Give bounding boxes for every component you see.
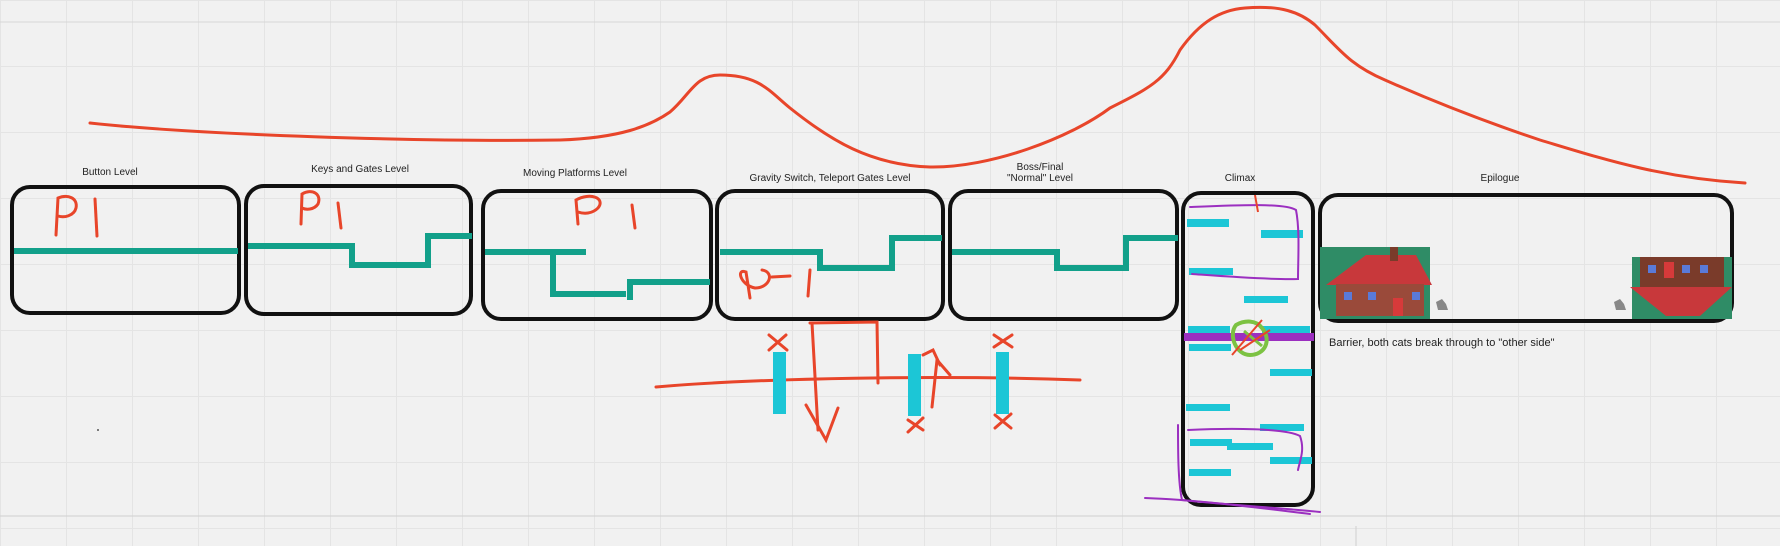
level-label-moving-platforms: Moving Platforms Level [523, 168, 627, 179]
barrier-note: Barrier, both cats break through to "oth… [1329, 337, 1555, 349]
level-box-button [10, 185, 241, 315]
climax-brackets [1144, 204, 1321, 515]
level-box-keys-gates [244, 184, 473, 316]
path-moving-platforms-lower [550, 252, 626, 297]
level-label-boss: Boss/Final "Normal" Level [1006, 162, 1073, 184]
level-label-climax: Climax [1224, 173, 1256, 184]
teleport-gates [773, 352, 1009, 416]
level-box-moving-platforms [481, 189, 713, 321]
level-label-button: Button Level [82, 167, 138, 178]
level-box-boss [948, 189, 1179, 321]
gravity-sketch [654, 320, 1082, 444]
intensity-curve [88, 5, 1747, 185]
climax-platforms [1186, 219, 1312, 476]
house-right-icon [1614, 257, 1732, 319]
level-label-epilogue: Epilogue [1480, 173, 1520, 184]
cat-marker-icon [1230, 319, 1271, 358]
level-box-gravity-teleport [715, 189, 945, 321]
path-boss-level [952, 235, 1178, 271]
p1-marks [54, 190, 812, 300]
path-gravity-level [720, 235, 942, 271]
path-moving-platforms-step [627, 279, 710, 300]
level-label-keys-gates: Keys and Gates Level [311, 164, 409, 175]
house-left-icon [1320, 247, 1448, 319]
level-label-gravity-teleport: Gravity Switch, Teleport Gates Level [749, 173, 911, 184]
path-keys-gates-level [248, 233, 472, 268]
